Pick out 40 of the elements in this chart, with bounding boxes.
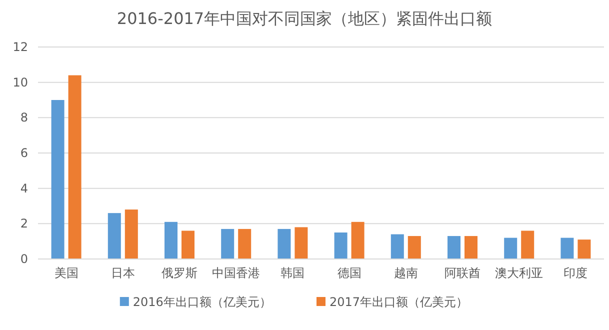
bar	[464, 236, 478, 259]
bar	[238, 228, 252, 259]
y-tick-label: 2	[20, 216, 28, 231]
bar	[164, 222, 178, 259]
x-tick-label: 阿联酋	[444, 266, 480, 280]
x-tick-label: 越南	[394, 266, 418, 280]
bar	[578, 240, 591, 259]
chart-title: 2016-2017年中国对不同国家（地区）紧固件出口额	[116, 9, 492, 28]
y-tick-label: 4	[20, 181, 28, 196]
bar	[560, 238, 574, 259]
y-tick-label: 6	[20, 146, 28, 160]
bar	[390, 234, 404, 259]
bar	[108, 213, 121, 259]
x-tick-label: 澳大利亚	[495, 266, 544, 280]
bar	[221, 228, 234, 259]
y-tick-label: 12	[12, 40, 28, 54]
x-tick-label: 印度	[564, 266, 588, 280]
bar	[521, 230, 534, 259]
bar	[448, 236, 460, 259]
x-tick-label: 韩国	[280, 266, 305, 280]
bar	[182, 230, 194, 259]
y-tick-label: 8	[20, 110, 28, 125]
bar	[124, 210, 138, 259]
y-tick-label: 10	[12, 75, 28, 90]
bar	[351, 222, 364, 259]
bar	[51, 100, 64, 259]
x-tick-label: 俄罗斯	[162, 266, 198, 280]
bar	[334, 232, 348, 259]
legend-label: 2017年出口额（亿美元）	[330, 295, 468, 309]
x-tick-label: 德国	[337, 266, 362, 280]
bar	[68, 75, 82, 259]
x-tick-label: 中国香港	[212, 266, 260, 280]
x-tick-label: 美国	[54, 266, 78, 280]
bar	[278, 228, 291, 259]
y-tick-label: 0	[20, 252, 28, 266]
legend-label: 2016年出口额（亿美元）	[132, 295, 272, 309]
bar	[504, 238, 518, 259]
bar	[408, 236, 421, 259]
bar	[294, 227, 308, 259]
x-tick-label: 日本	[110, 266, 135, 280]
